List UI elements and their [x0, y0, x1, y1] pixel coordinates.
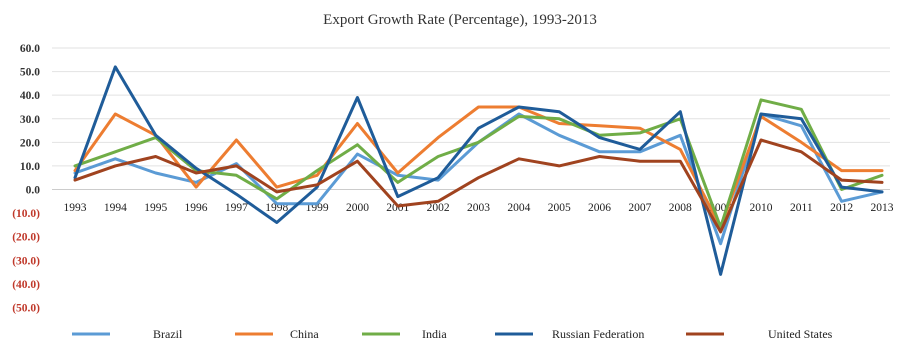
y-tick-label: (40.0) — [12, 279, 40, 291]
x-tick-label: 2012 — [830, 202, 853, 214]
y-tick-label: 0.0 — [26, 185, 41, 197]
x-axis-ticks: 1993 1994 1995 1996 1997 1998 1999 2000 2001 2002… — [64, 202, 894, 214]
x-tick-label: 2004 — [507, 202, 530, 214]
y-tick-label: 10.0 — [20, 161, 40, 173]
y-tick-label: (50.0) — [12, 302, 40, 314]
legend-label: Brazil — [153, 327, 183, 341]
series-lines — [73, 65, 884, 276]
y-tick-label: 50.0 — [20, 67, 40, 79]
x-tick-label: 1993 — [64, 202, 87, 214]
legend-label: China — [290, 327, 319, 341]
chart-title: Export Growth Rate (Percentage), 1993-20… — [323, 12, 597, 28]
legend-label: Russian Federation — [552, 327, 644, 341]
x-tick-label: 2011 — [790, 202, 813, 214]
x-tick-label: 2008 — [669, 202, 692, 214]
legend-label: United States — [768, 327, 833, 341]
series-line-india — [73, 98, 884, 229]
y-tick-label: 20.0 — [20, 137, 40, 149]
y-axis-ticks: 60.0 50.0 40.0 30.0 20.0 10.0 0.0 (10.0) (20.0) (… — [12, 43, 40, 314]
x-tick-label: 2010 — [749, 202, 772, 214]
x-tick-label: 2002 — [427, 202, 450, 214]
y-tick-label: (10.0) — [12, 208, 40, 220]
series-line-united-states — [73, 138, 884, 234]
y-tick-label: (30.0) — [12, 255, 40, 267]
y-tick-label: 30.0 — [20, 114, 40, 126]
x-tick-label: 2005 — [548, 202, 571, 214]
y-tick-label: 40.0 — [20, 90, 40, 102]
x-tick-label: 2007 — [628, 202, 651, 214]
x-tick-label: 2006 — [588, 202, 611, 214]
x-tick-label: 1994 — [104, 202, 127, 214]
x-tick-label: 2013 — [871, 202, 894, 214]
x-tick-label: 1995 — [144, 202, 167, 214]
y-tick-label: (20.0) — [12, 232, 40, 244]
x-tick-label: 2003 — [467, 202, 490, 214]
legend: Brazil China India Russian Federation United… — [72, 327, 833, 341]
y-tick-label: 60.0 — [20, 43, 40, 55]
legend-label: India — [422, 327, 447, 341]
x-tick-label: 1997 — [225, 202, 248, 214]
x-tick-label: 2000 — [346, 202, 369, 214]
x-tick-label: 1996 — [185, 202, 208, 214]
